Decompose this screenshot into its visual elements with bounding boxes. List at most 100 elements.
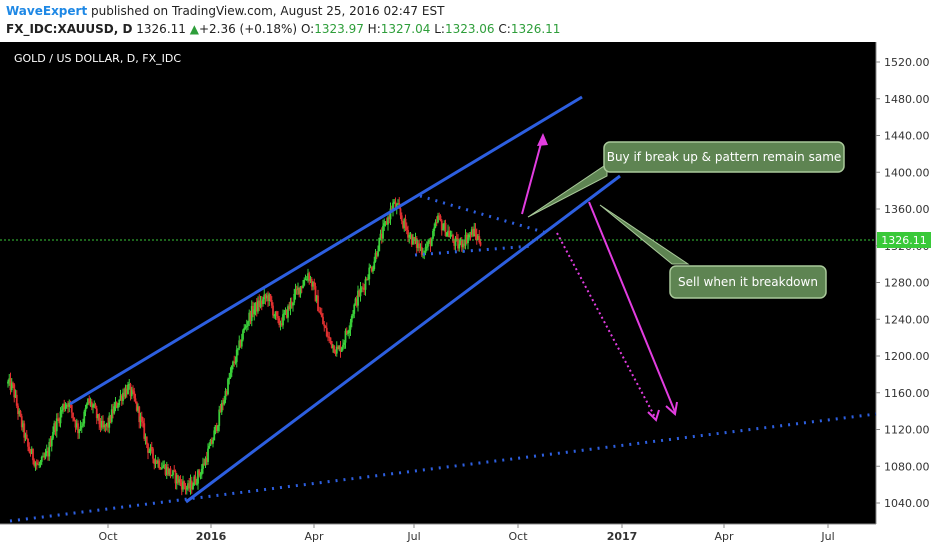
candle-body [103,424,106,428]
low-value: 1323.06 [444,22,495,36]
up-triangle-icon: ▲ [189,22,199,36]
candle-body [9,378,12,391]
candle-body [53,423,56,432]
candle-body [190,480,193,490]
candle-body [188,483,191,489]
candle-body [148,451,151,453]
candle-body [440,220,443,231]
candle-body [392,202,394,211]
candle-body [42,456,44,458]
candle-body [232,361,234,366]
candle-body [138,406,141,423]
candle-body [174,470,177,484]
triangle-top-line [419,194,551,236]
candle-body [347,333,349,335]
candle-body [12,382,14,385]
candle-body [252,306,254,315]
time-tick-label: Apr [304,530,324,543]
candle-body [260,300,263,305]
candle-body [463,243,466,246]
candle-body [249,312,252,321]
candle-body [259,300,262,308]
candle-body [240,339,243,347]
candle-body [397,203,399,205]
chart-area[interactable]: 1520.001480.001440.001400.001360.001320.… [0,42,932,550]
candle-body [454,237,457,246]
candle-body [337,346,339,350]
candle-body [243,327,246,331]
candle-body [242,330,244,340]
candle-body [10,382,13,391]
candle-body [265,295,268,299]
candle-body [427,242,429,247]
sell-projection-line [556,232,657,420]
candle-body [325,327,328,337]
candle-body [363,287,366,290]
candle-body [122,392,124,401]
candle-body [100,420,103,428]
candle-body [77,423,79,434]
candle-body [409,234,412,236]
candle-body [438,215,441,217]
author-link[interactable]: WaveExpert [6,4,88,18]
candle-body [37,464,39,466]
candle-body [149,447,152,452]
low-label: L: [434,22,445,36]
candle-body [65,404,68,407]
candle-body [352,313,354,317]
candle-body [123,392,126,397]
price-chart[interactable]: 1520.001480.001440.001400.001360.001320.… [0,42,932,550]
candle-body [458,244,461,249]
candle-body [330,341,333,349]
candle-body [84,408,87,412]
close-value: 1326.11 [510,22,561,36]
candle-body [293,293,296,303]
candle-body [25,434,28,439]
candle-body [290,301,293,306]
candle-body [370,267,373,272]
price-tick-label: 1160.00 [884,387,930,400]
candle-body [253,309,256,315]
candle-body [38,464,41,466]
candle-body [180,482,183,490]
candle-body [88,398,91,404]
candle-body [50,438,53,447]
candle-body [178,479,181,483]
time-axis-background [0,524,932,550]
candle-body [58,419,61,424]
candle-body [197,470,199,484]
candle-body [247,321,249,326]
candle-body [23,423,26,438]
candle-body [8,378,11,382]
candle-body [155,460,158,464]
candle-body [182,481,184,490]
candle-body [332,345,334,349]
price-tick-label: 1040.00 [884,497,930,510]
candle-body [94,404,97,409]
candle-body [112,409,114,414]
candle-body [262,299,264,305]
candle-body [93,404,96,406]
candle-body [134,398,137,402]
high-label: H: [367,22,381,36]
candle-body [83,411,86,424]
candle-body [430,238,433,247]
candle-body [45,451,48,454]
candle-body [183,481,186,487]
candle-body [35,462,38,465]
candle-body [448,230,451,238]
candle-body [230,365,233,373]
channel-lower-line [185,174,621,504]
candle-body [419,246,422,249]
candle-body [203,463,206,466]
candle-body [387,217,389,225]
candle-body [414,238,417,241]
candle-body [79,426,82,430]
candle-body [90,401,93,408]
candle-body [389,208,392,220]
candle-body [130,389,133,397]
candle-body [43,456,46,458]
candle-body [477,236,479,240]
candle-body [287,306,289,318]
candle-body [239,340,242,347]
